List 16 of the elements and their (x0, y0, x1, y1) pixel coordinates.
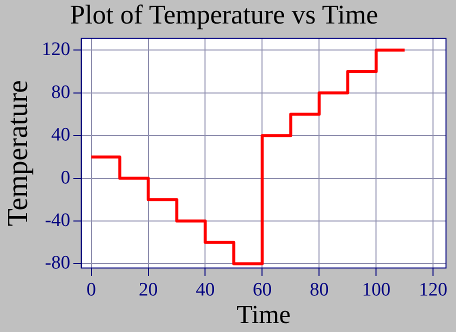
x-tick-label: 40 (196, 279, 215, 300)
y-tick-label: 120 (42, 39, 70, 60)
chart-title: Plot of Temperature vs Time (70, 0, 378, 30)
x-axis-title: Time (236, 300, 291, 330)
y-tick-label: 40 (51, 124, 70, 146)
x-tick-label: 0 (86, 279, 96, 300)
x-tick-label: 80 (310, 279, 329, 300)
x-tick-label: 60 (252, 279, 272, 300)
x-tick-label: 20 (138, 279, 158, 300)
x-tick-label: 120 (418, 279, 448, 300)
y-tick-label: 80 (51, 82, 70, 103)
y-tick-label: -40 (44, 210, 70, 231)
y-tick-label: 0 (60, 167, 70, 188)
y-axis-title: Temperature (2, 80, 34, 226)
x-tick-label: 100 (362, 279, 390, 300)
y-tick-label: -80 (44, 252, 70, 274)
